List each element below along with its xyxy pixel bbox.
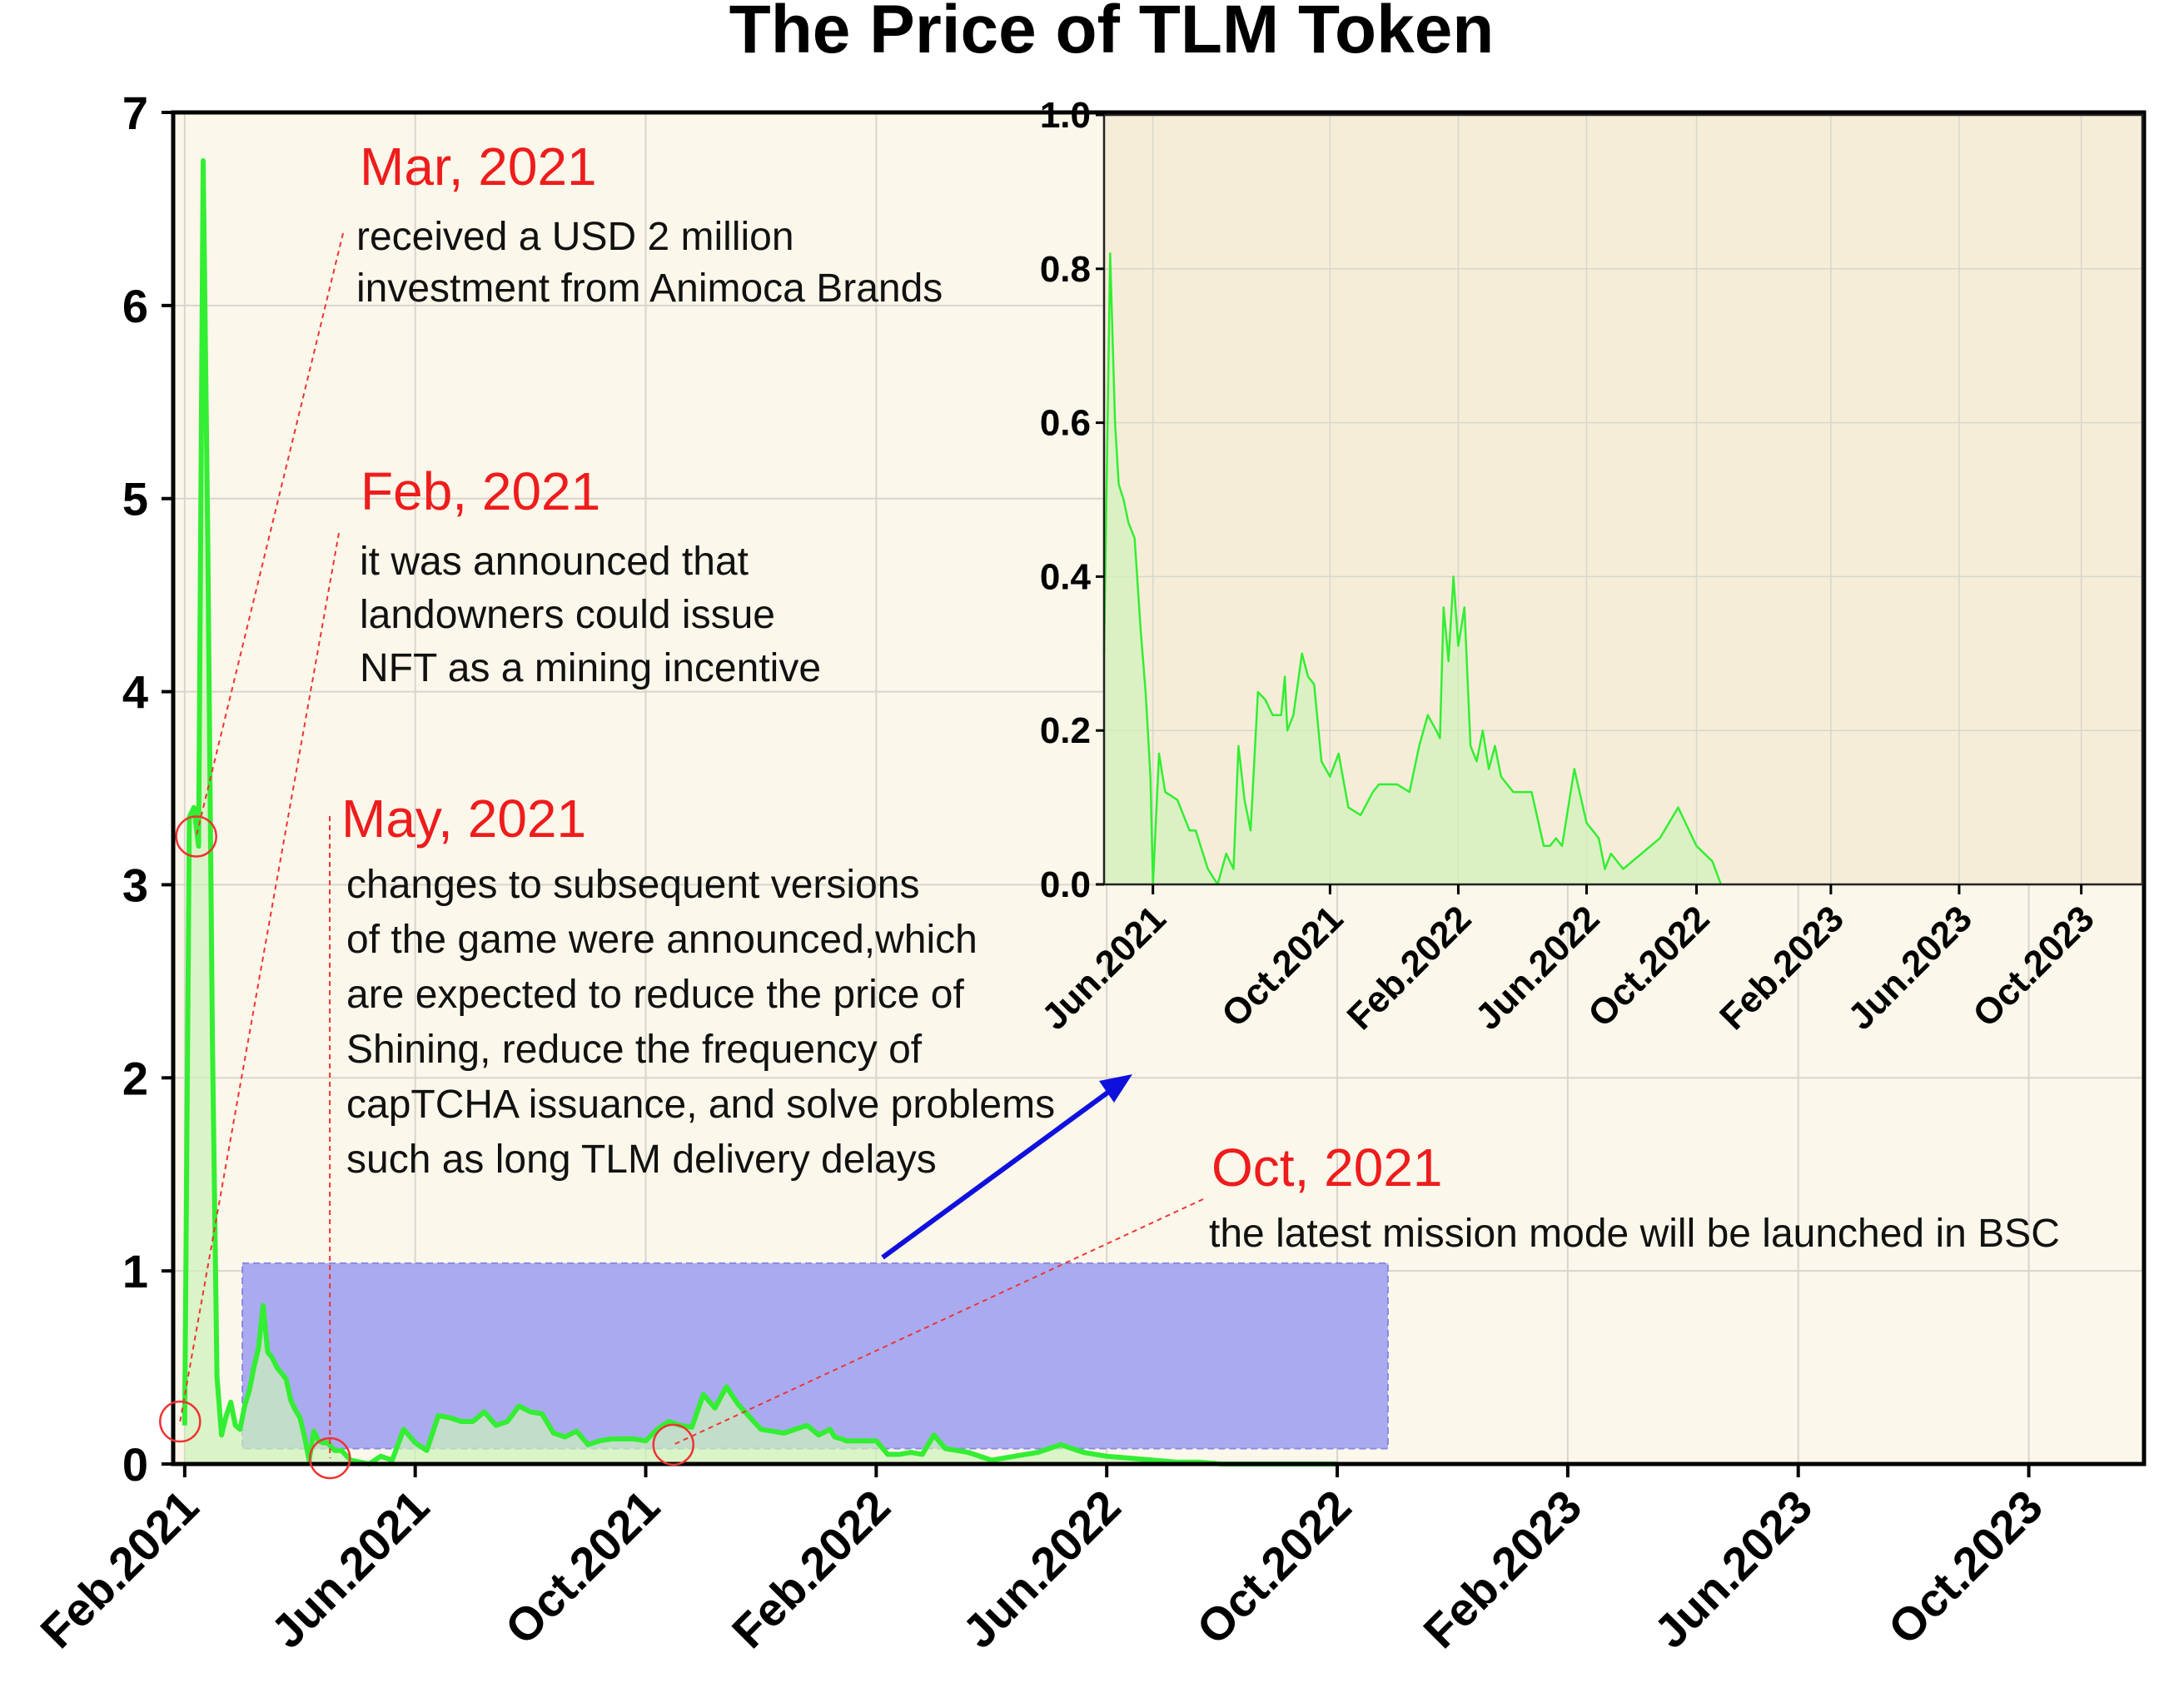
x-tick-label: Feb.2022: [722, 1480, 900, 1658]
inset-y-tick-label: 0.2: [1040, 710, 1091, 751]
chart-title: The Price of TLM Token: [729, 0, 1495, 67]
annotation-date: May, 2021: [341, 789, 586, 849]
inset-y-tick-label: 0.4: [1040, 556, 1092, 597]
x-tick-label: Oct.2021: [495, 1480, 669, 1655]
annotation-text-line: received a USD 2 million: [356, 215, 794, 259]
price-series-line: [182, 158, 1338, 1466]
annotation-leader-line: [179, 532, 340, 1422]
inset-series-line: [1102, 252, 1723, 886]
x-tick-label: Jun.2022: [953, 1480, 1131, 1658]
y-tick-label: 4: [122, 666, 148, 719]
y-tick-label: 6: [122, 280, 148, 332]
x-tick-label: Oct.2022: [1186, 1480, 1361, 1655]
annotation-marker-circle: [652, 1423, 694, 1466]
annotation-text-line: it was announced that: [360, 540, 749, 584]
annotation-date: Feb, 2021: [361, 461, 600, 521]
annotation-text-line: are expected to reduce the price of: [346, 973, 964, 1017]
x-tick-label: Jun.2021: [261, 1480, 439, 1658]
annotation-date: Oct, 2021: [1211, 1138, 1443, 1198]
inset-y-tick-label: 0.8: [1040, 249, 1091, 290]
inset-y-tick-label: 0.0: [1040, 864, 1091, 905]
x-tick-label: Oct.2023: [1878, 1480, 2052, 1655]
annotation-text-line: Shining, reduce the frequency of: [346, 1028, 923, 1072]
annotation-text-line: changes to subsequent versions: [346, 863, 919, 907]
x-tick-label: Jun.2023: [1644, 1480, 1822, 1658]
annotation-leader-line: [195, 232, 344, 837]
annotation-text-line: such as long TLM delivery delays: [346, 1138, 937, 1182]
annotation-text-line: investment from Animoca Brands: [356, 266, 943, 311]
inset-y-tick-label: 0.6: [1040, 403, 1091, 444]
y-tick-label: 1: [122, 1245, 148, 1297]
y-tick-label: 3: [122, 859, 148, 911]
event-annotations: Mar, 2021 received a USD 2 million investm…: [159, 137, 2060, 1480]
annotation-marker-circle: [175, 815, 217, 858]
inset-y-tick-label: 1.0: [1040, 95, 1091, 136]
annotation-marker-circle: [159, 1400, 201, 1443]
y-tick-label: 5: [122, 473, 148, 525]
annotation-date: Mar, 2021: [360, 137, 597, 197]
plot-frame: [171, 110, 2147, 1466]
annotation-text-line: of the game were announced,which: [346, 918, 978, 962]
zoom-highlight-region: [241, 1262, 1389, 1450]
zoom-arrow-line: [881, 1079, 1124, 1260]
y-tick-label: 0: [122, 1438, 148, 1491]
annotation-text-line: landowners could issue: [360, 593, 775, 637]
inset-frame: [1102, 113, 2144, 886]
annotation-leader-line: [673, 1198, 1204, 1446]
y-tick-label: 2: [122, 1052, 148, 1104]
x-tick-label: Feb.2021: [30, 1480, 208, 1658]
annotation-marker-circle: [309, 1437, 351, 1480]
inset-area-fill: [1104, 253, 1721, 884]
zoom-arrow-head: [1099, 1074, 1132, 1103]
y-tick-label: 7: [122, 87, 148, 139]
annotation-text-line: capTCHA issuance, and solve problems: [346, 1083, 1055, 1127]
x-tick-label: Feb.2023: [1413, 1480, 1591, 1658]
annotation-text-line: NFT as a mining incentive: [360, 646, 821, 690]
annotation-text-line: the latest mission mode will be launched…: [1209, 1212, 2060, 1256]
